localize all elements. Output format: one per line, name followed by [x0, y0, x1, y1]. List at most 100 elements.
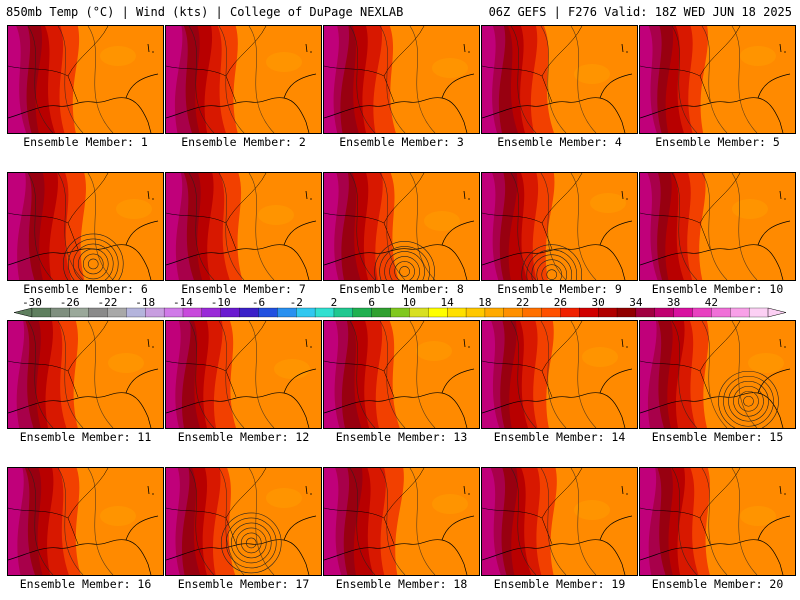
ensemble-member-map [7, 172, 164, 281]
ensemble-member-map [7, 25, 164, 134]
colorbar-swatch [748, 307, 769, 318]
colorbar-swatch [673, 307, 693, 318]
temperature-field-map [640, 173, 795, 280]
temperature-field-map [640, 468, 795, 575]
colorbar-tick-label: -26 [60, 296, 80, 309]
colorbar-swatch [541, 307, 561, 318]
colorbar-swatch [484, 307, 505, 318]
colorbar-swatch [352, 307, 373, 318]
colorbar-swatch [730, 307, 750, 318]
colorbar-swatch [522, 307, 542, 318]
colorbar-swatch [220, 307, 241, 318]
colorbar-swatch [126, 307, 146, 318]
ensemble-member-label: Ensemble Member: 7 [181, 282, 306, 296]
ensemble-member-map [481, 25, 638, 134]
map-title: 850mb Temp (°C) | Wind (kts) | College o… [6, 5, 404, 19]
colorbar-swatch [635, 307, 656, 318]
colorbar-tick-label: -10 [211, 296, 231, 309]
temperature-field-map [324, 173, 479, 280]
colorbar-swatch [503, 307, 524, 318]
temperature-field-map [482, 173, 637, 280]
ensemble-member-label: Ensemble Member: 20 [651, 577, 784, 591]
temperature-field-map [166, 173, 321, 280]
colorbar-swatch [69, 307, 90, 318]
ensemble-member-label: Ensemble Member: 11 [19, 430, 152, 444]
colorbar-tick-label: -14 [173, 296, 193, 309]
colorbar-swatch [258, 307, 278, 318]
ensemble-member-label: Ensemble Member: 5 [655, 135, 780, 149]
colorbar-tick-label: -2 [290, 296, 303, 309]
colorbar-swatch [560, 307, 580, 318]
ensemble-member-map [323, 172, 480, 281]
temperature-field-map [8, 26, 163, 133]
temperature-field-map [640, 321, 795, 428]
temperature-field-map [482, 321, 637, 428]
colorbar-tick-label: 2 [331, 296, 338, 309]
ensemble-member-label: Ensemble Member: 17 [177, 577, 310, 591]
colorbar-tick-label: 18 [478, 296, 491, 309]
ensemble-member-label: Ensemble Member: 3 [339, 135, 464, 149]
colorbar-swatch [654, 307, 675, 318]
colorbar-swatch [314, 307, 335, 318]
ensemble-member-label: Ensemble Member: 6 [23, 282, 148, 296]
ensemble-member-map [481, 320, 638, 429]
temperature-field-map [8, 468, 163, 575]
ensemble-member-label: Ensemble Member: 9 [497, 282, 622, 296]
colorbar-tick-label: -6 [252, 296, 265, 309]
colorbar-swatch [107, 307, 127, 318]
ensemble-member-label: Ensemble Member: 4 [497, 135, 622, 149]
colorbar-tick-label: -18 [135, 296, 155, 309]
colorbar-tick-label: -22 [98, 296, 118, 309]
colorbar-swatch [50, 307, 71, 318]
ensemble-member-label: Ensemble Member: 8 [339, 282, 464, 296]
temperature-field-map [324, 321, 479, 428]
colorbar-tick-label: 34 [629, 296, 643, 309]
ensemble-member-label: Ensemble Member: 1 [23, 135, 148, 149]
colorbar-swatch [31, 307, 52, 318]
ensemble-member-map [323, 467, 480, 576]
colorbar-swatch [579, 307, 599, 318]
colorbar-swatch [333, 307, 354, 318]
ensemble-member-label: Ensemble Member: 18 [335, 577, 468, 591]
colorbar-min-arrow [13, 307, 33, 318]
colorbar-tick-label: 26 [554, 296, 567, 309]
colorbar-swatch [598, 307, 618, 318]
ensemble-member-map [481, 467, 638, 576]
valid-time: 06Z GEFS | F276 Valid: 18Z WED JUN 18 20… [488, 5, 792, 19]
colorbar-swatch [447, 307, 467, 318]
colorbar-swatch [277, 307, 297, 318]
colorbar-swatch [201, 307, 222, 318]
colorbar-tick-label: 10 [403, 296, 416, 309]
ensemble-member-map [639, 25, 796, 134]
ensemble-member-map [323, 320, 480, 429]
colorbar-swatch [390, 307, 410, 318]
temperature-field-map [324, 26, 479, 133]
temperature-field-map [8, 321, 163, 428]
ensemble-member-map [7, 320, 164, 429]
temperature-field-map [166, 321, 321, 428]
colorbar-swatch [239, 307, 259, 318]
ensemble-member-label: Ensemble Member: 14 [493, 430, 626, 444]
colorbar-tick-label: 6 [368, 296, 375, 309]
ensemble-member-label: Ensemble Member: 16 [19, 577, 152, 591]
colorbar-swatch [692, 307, 712, 318]
colorbar-swatch [711, 307, 731, 318]
colorbar-swatch [428, 307, 448, 318]
ensemble-member-map [639, 320, 796, 429]
colorbar-tick-label: 42 [705, 296, 718, 309]
ensemble-member-map [323, 25, 480, 134]
ensemble-member-map [481, 172, 638, 281]
ensemble-member-map [7, 467, 164, 576]
colorbar-swatch [465, 307, 486, 318]
temperature-field-map [640, 26, 795, 133]
temperature-field-map [8, 173, 163, 280]
temperature-field-map [482, 26, 637, 133]
colorbar-max-arrow [767, 307, 787, 318]
temperature-field-map [166, 26, 321, 133]
colorbar-tick-label: 38 [667, 296, 680, 309]
ensemble-member-label: Ensemble Member: 19 [493, 577, 626, 591]
colorbar-tick-label: -30 [22, 296, 42, 309]
ensemble-member-map [165, 172, 322, 281]
colorbar-tick-label: 14 [441, 296, 455, 309]
colorbar-tick-label: 22 [516, 296, 529, 309]
